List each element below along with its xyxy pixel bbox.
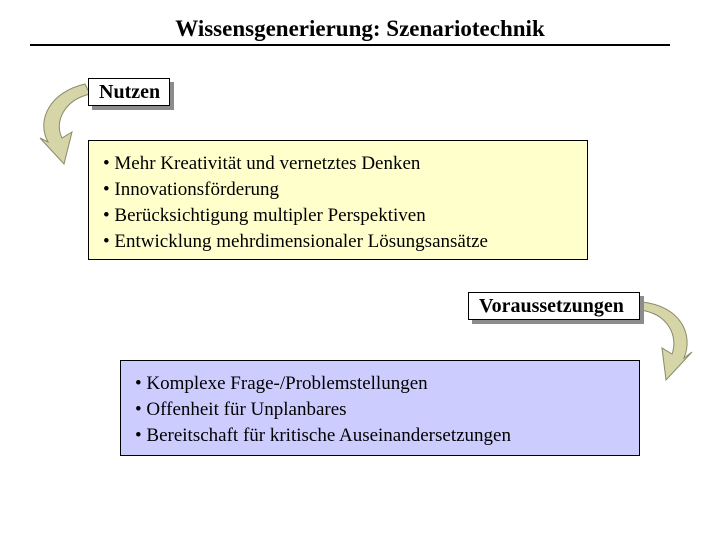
list-item: Mehr Kreativität und vernetztes Denken <box>103 151 573 177</box>
voraussetzungen-label-text: Voraussetzungen <box>479 295 624 317</box>
slide-title-text: Wissensgenerierung: Szenariotechnik <box>175 16 544 41</box>
voraussetzungen-panel: Komplexe Frage-/ProblemstellungenOffenhe… <box>120 360 640 456</box>
nutzen-panel: Mehr Kreativität und vernetztes DenkenIn… <box>88 140 588 260</box>
slide-stage: Wissensgenerierung: Szenariotechnik Nutz… <box>0 0 720 540</box>
list-item: Komplexe Frage-/Problemstellungen <box>135 371 625 397</box>
list-item: Berücksichtigung multipler Perspektiven <box>103 203 573 229</box>
list-item: Offenheit für Unplanbares <box>135 397 625 423</box>
nutzen-list: Mehr Kreativität und vernetztes DenkenIn… <box>103 151 573 255</box>
list-item: Entwicklung mehrdimensionaler Lösungsans… <box>103 229 573 255</box>
list-item: Bereitschaft für kritische Auseinanderse… <box>135 423 625 449</box>
list-item: Innovationsförderung <box>103 177 573 203</box>
nutzen-label-text: Nutzen <box>99 81 160 103</box>
slide-title: Wissensgenerierung: Szenariotechnik <box>0 16 720 42</box>
nutzen-label: Nutzen <box>88 78 170 106</box>
voraussetzungen-label: Voraussetzungen <box>468 292 640 320</box>
arrow-voraussetzungen-path <box>640 302 692 380</box>
title-underline <box>30 44 670 46</box>
voraussetzungen-list: Komplexe Frage-/ProblemstellungenOffenhe… <box>135 371 625 449</box>
arrow-nutzen-path <box>40 84 90 164</box>
